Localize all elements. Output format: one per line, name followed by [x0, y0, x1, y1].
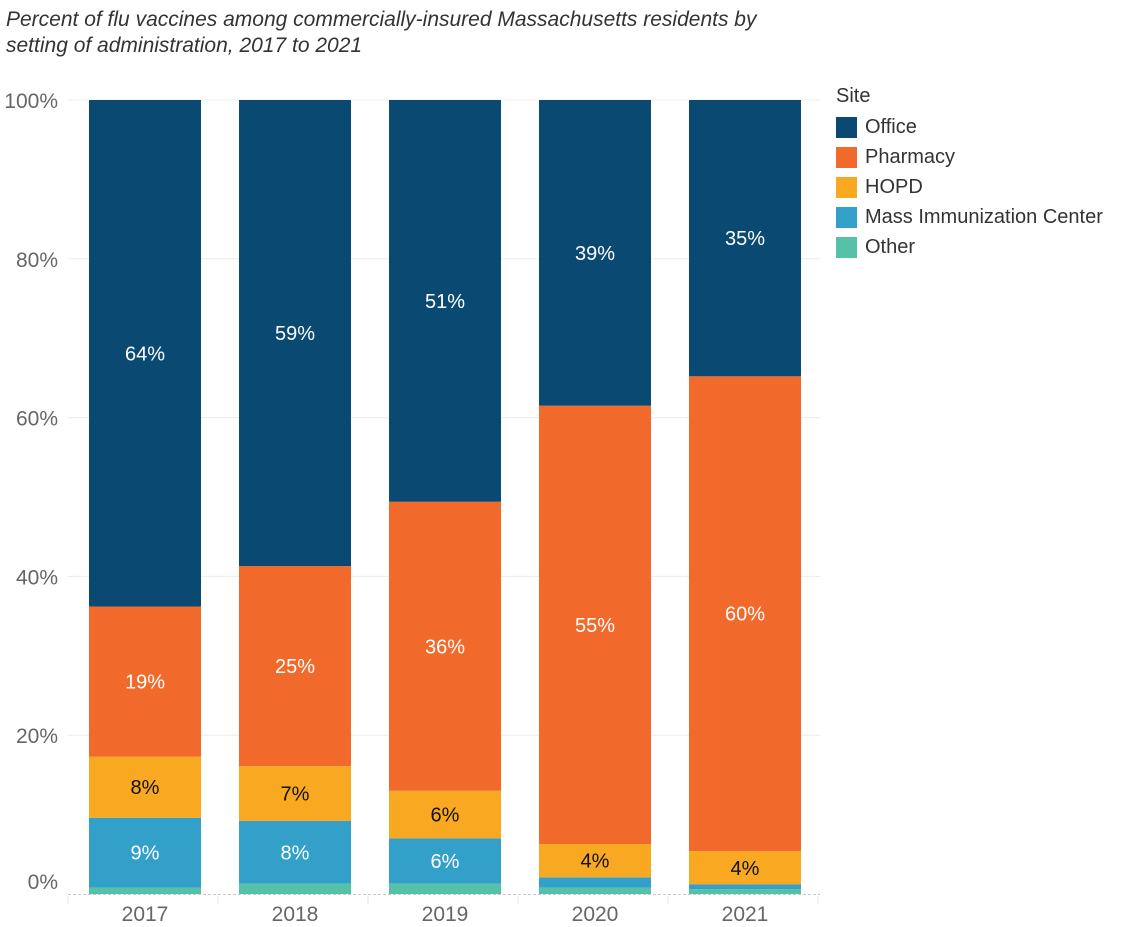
data-label: 35%	[725, 228, 765, 250]
bar-segment-mass-immunization-center	[389, 838, 501, 884]
legend-swatch	[836, 236, 857, 258]
legend-item-office[interactable]: Office	[836, 112, 1103, 142]
legend-swatch	[836, 206, 857, 228]
data-label: 8%	[131, 777, 160, 799]
bar-segment-hopd	[539, 843, 651, 878]
data-label: 6%	[431, 851, 460, 873]
bar-segment-hopd	[389, 790, 501, 839]
data-label: 9%	[131, 843, 160, 865]
bar-segment-mass-immunization-center	[89, 817, 201, 888]
y-axis-ticks: 0% 20% 40% 60% 80% 100%	[4, 90, 58, 894]
bars	[89, 100, 801, 894]
x-tick-label: 2021	[722, 903, 769, 926]
bar-segment-mass-immunization-center	[239, 820, 351, 884]
legend: Site Office Pharmacy HOPD Mass Immunization…	[836, 85, 1103, 262]
y-tick-label: 100%	[4, 90, 58, 113]
data-label: 6%	[431, 805, 460, 827]
x-tick-label: 2017	[122, 903, 169, 926]
bar-segment-office	[89, 100, 201, 607]
y-tick-label: 0%	[28, 871, 58, 894]
bar-segment-office	[389, 100, 501, 502]
legend-item-other[interactable]: Other	[836, 232, 1103, 262]
bar-segment-mass-immunization-center	[689, 884, 801, 890]
bar-segment-hopd	[89, 756, 201, 818]
bar-segment-other	[689, 889, 801, 894]
y-tick-label: 80%	[16, 249, 58, 272]
x-tick-label: 2018	[272, 903, 319, 926]
x-tick-label: 2020	[572, 903, 619, 926]
bar-segment-pharmacy	[89, 606, 201, 757]
y-tick-label: 40%	[16, 566, 58, 589]
data-label: 55%	[575, 615, 615, 637]
legend-item-hopd[interactable]: HOPD	[836, 172, 1103, 202]
legend-label: Office	[865, 115, 917, 138]
legend-item-pharmacy[interactable]: Pharmacy	[836, 142, 1103, 172]
bar-segment-hopd	[239, 766, 351, 821]
bar-segment-mass-immunization-center	[539, 877, 651, 888]
bar-segment-office	[539, 100, 651, 406]
data-label: 4%	[731, 858, 760, 880]
y-tick-label: 20%	[16, 725, 58, 748]
data-label: 59%	[275, 323, 315, 345]
legend-label: Pharmacy	[865, 145, 956, 168]
data-label: 36%	[425, 636, 465, 658]
bar-segment-other	[539, 887, 651, 894]
legend-label: Mass Immunization Center	[865, 205, 1103, 228]
legend-swatch	[836, 146, 857, 168]
bar-segment-pharmacy	[239, 566, 351, 767]
data-label: 19%	[125, 672, 165, 694]
x-tick-label: 2019	[422, 903, 469, 926]
bar-segment-office	[689, 100, 801, 377]
legend-swatch	[836, 176, 857, 198]
legend-label: HOPD	[865, 175, 923, 198]
y-tick-label: 60%	[16, 408, 58, 431]
bar-segment-pharmacy	[389, 501, 501, 791]
data-label: 7%	[281, 784, 310, 806]
bar-segment-other	[239, 883, 351, 894]
legend-swatch	[836, 116, 857, 138]
data-label: 4%	[581, 851, 610, 873]
legend-title: Site	[836, 85, 871, 107]
chart-plot: 0% 20% 40% 60% 80% 100% 9% 8% 19% 64% 8% 7% 25% 59% 6…	[4, 90, 820, 926]
data-label: 60%	[725, 604, 765, 626]
data-label: 25%	[275, 656, 315, 678]
data-label: 39%	[575, 243, 615, 265]
bar-segment-hopd	[689, 851, 801, 885]
bar-segment-office	[239, 100, 351, 567]
bar-segment-other	[89, 887, 201, 894]
x-axis: 2017 2018 2019 2020 2021	[67, 894, 820, 926]
data-labels: 9% 8% 19% 64% 8% 7% 25% 59% 6% 6% 36% 51% 4% 55% 39% 4%…	[125, 228, 765, 880]
chart-title: Percent of flu vaccines among commercial…	[6, 8, 757, 57]
bar-segment-pharmacy	[689, 376, 801, 852]
data-label: 64%	[125, 343, 165, 365]
legend-item-mass-immunization-center[interactable]: Mass Immunization Center	[836, 202, 1103, 232]
bar-segment-other	[389, 883, 501, 894]
data-label: 8%	[281, 842, 310, 864]
data-label: 51%	[425, 291, 465, 313]
bar-segment-pharmacy	[539, 405, 651, 844]
legend-label: Other	[865, 235, 916, 258]
